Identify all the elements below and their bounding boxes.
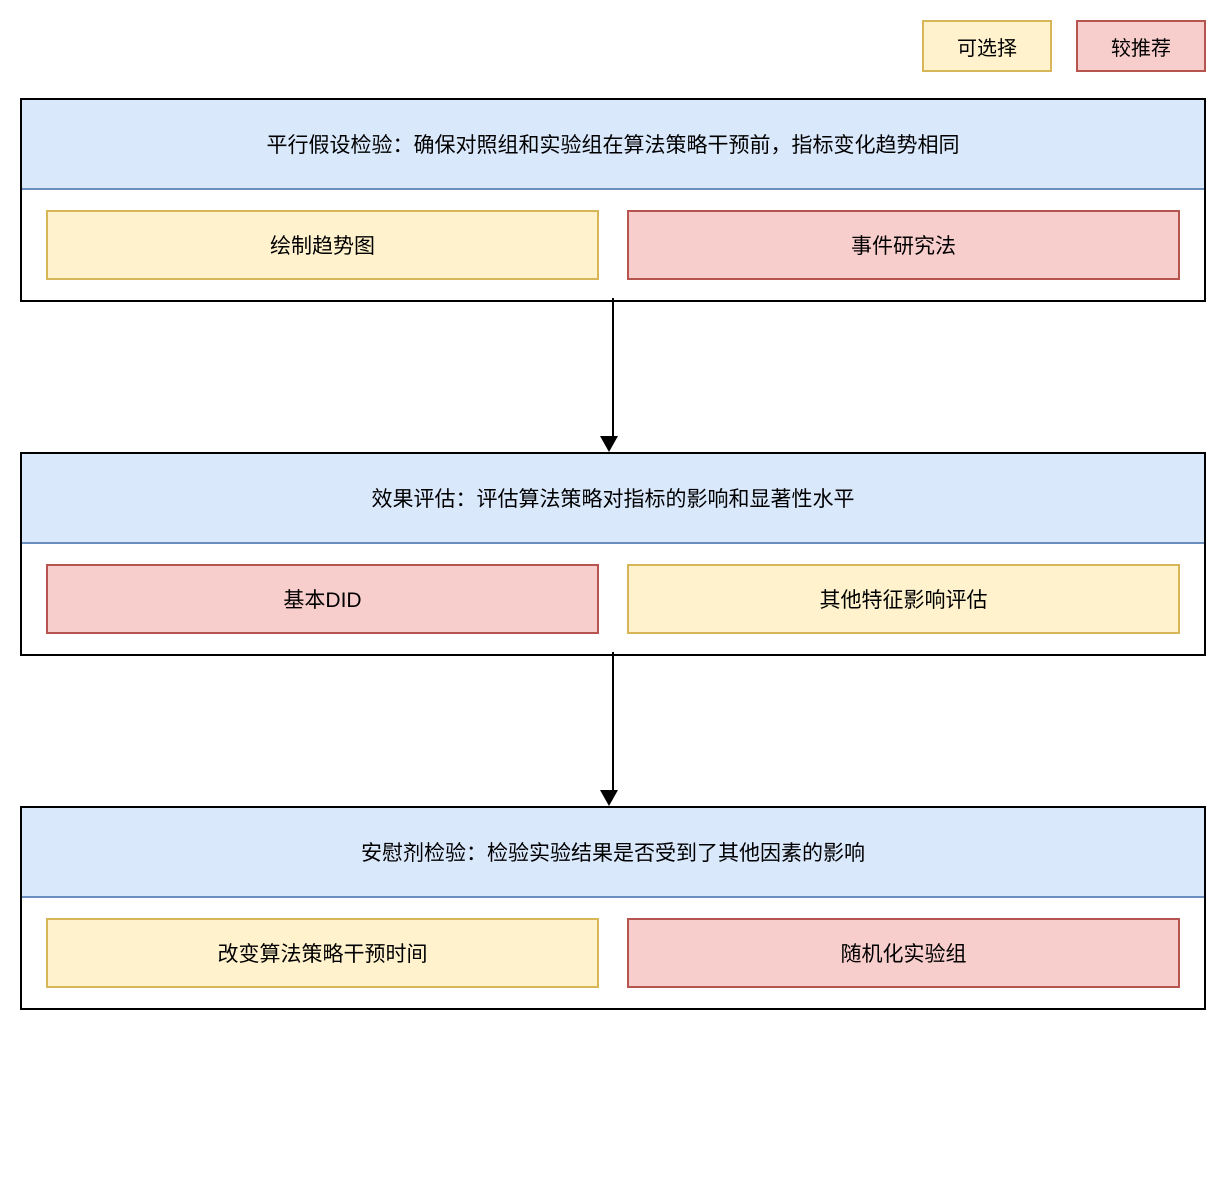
flowchart-canvas: 可选择 较推荐 平行假设检验：确保对照组和实验组在算法策略干预前，指标变化趋势相… bbox=[20, 20, 1206, 1160]
section-header: 效果评估：评估算法策略对指标的影响和显著性水平 bbox=[22, 454, 1204, 544]
legend-recommended: 较推荐 bbox=[1076, 20, 1206, 72]
section-body: 改变算法策略干预时间 随机化实验组 bbox=[22, 898, 1204, 1008]
section-header: 平行假设检验：确保对照组和实验组在算法策略干预前，指标变化趋势相同 bbox=[22, 100, 1204, 190]
section-effect-eval: 效果评估：评估算法策略对指标的影响和显著性水平 基本DID 其他特征影响评估 bbox=[20, 452, 1206, 656]
section-placebo-test: 安慰剂检验：检验实验结果是否受到了其他因素的影响 改变算法策略干预时间 随机化实… bbox=[20, 806, 1206, 1010]
option-other-features: 其他特征影响评估 bbox=[627, 564, 1180, 634]
arrow-head-icon bbox=[600, 790, 618, 806]
legend-optional: 可选择 bbox=[922, 20, 1052, 72]
section-parallel-test: 平行假设检验：确保对照组和实验组在算法策略干预前，指标变化趋势相同 绘制趋势图 … bbox=[20, 98, 1206, 302]
arrow-head-icon bbox=[600, 436, 618, 452]
section-body: 基本DID 其他特征影响评估 bbox=[22, 544, 1204, 654]
arrow-line bbox=[612, 652, 614, 790]
arrow-1 bbox=[608, 298, 618, 452]
legend-row: 可选择 较推荐 bbox=[922, 20, 1206, 72]
section-body: 绘制趋势图 事件研究法 bbox=[22, 190, 1204, 300]
option-event-study: 事件研究法 bbox=[627, 210, 1180, 280]
option-trend-chart: 绘制趋势图 bbox=[46, 210, 599, 280]
section-header: 安慰剂检验：检验实验结果是否受到了其他因素的影响 bbox=[22, 808, 1204, 898]
arrow-2 bbox=[608, 652, 618, 806]
arrow-line bbox=[612, 298, 614, 436]
option-basic-did: 基本DID bbox=[46, 564, 599, 634]
option-change-timing: 改变算法策略干预时间 bbox=[46, 918, 599, 988]
option-randomize-group: 随机化实验组 bbox=[627, 918, 1180, 988]
